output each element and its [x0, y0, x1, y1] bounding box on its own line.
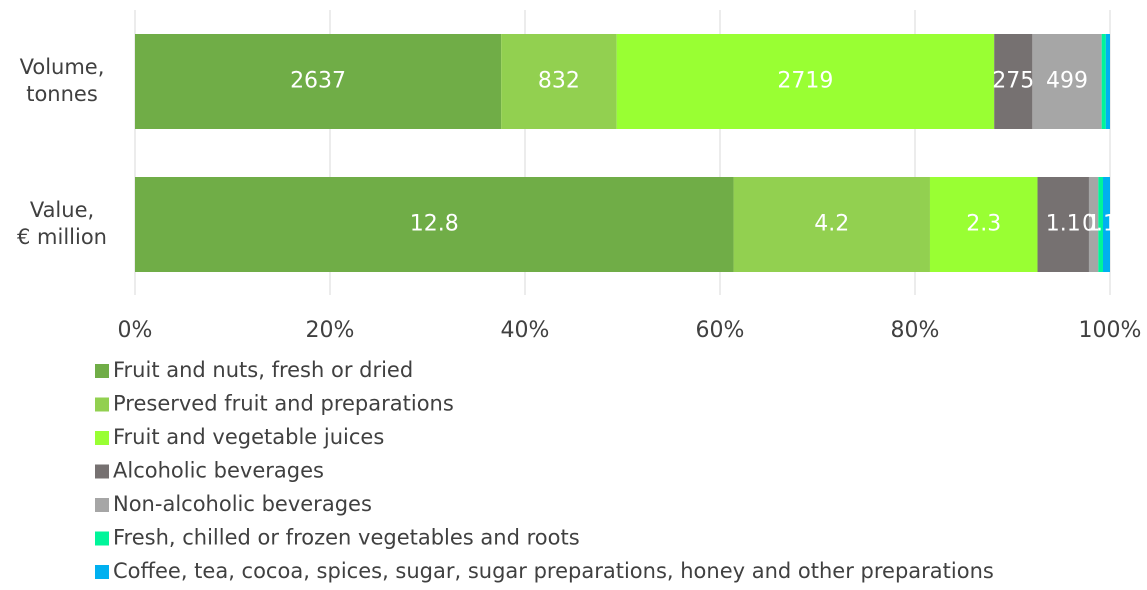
bar-segment [1101, 34, 1106, 129]
legend-swatch [95, 364, 109, 378]
legend-label: Non-alcoholic beverages [113, 492, 372, 516]
x-tick-label: 100% [1079, 318, 1142, 343]
x-tick-label: 40% [501, 318, 550, 343]
legend-swatch [95, 464, 109, 479]
legend-label: Fresh, chilled or frozen vegetables and … [113, 526, 580, 550]
data-label: 2719 [777, 69, 833, 94]
x-tick-label: 80% [891, 318, 940, 343]
legend-swatch [95, 498, 109, 512]
data-label: 12.8 [410, 212, 459, 237]
bar-segment [1105, 34, 1110, 129]
legend-label: Fruit and nuts, fresh or dried [113, 358, 413, 382]
data-label: 4.2 [814, 212, 849, 237]
bar-segment [929, 177, 1038, 272]
data-label: 2637 [290, 69, 346, 94]
data-label: 0.15 [1082, 212, 1131, 237]
x-tick-label: 20% [306, 318, 355, 343]
legend-label: Alcoholic beverages [113, 459, 324, 483]
x-tick-label: 60% [696, 318, 745, 343]
data-label: 499 [1046, 69, 1088, 94]
y-tick-label: Value, € million [17, 198, 107, 249]
y-tick-label: Volume, tonnes [20, 55, 105, 106]
data-label: 2.3 [966, 212, 1001, 237]
bar-segment [135, 177, 734, 272]
bar-segment [1088, 177, 1099, 272]
legend-label: Fruit and vegetable juices [113, 425, 384, 449]
bar-segment [1032, 34, 1102, 129]
bar-segment [1098, 177, 1103, 272]
bar-segment [1037, 177, 1089, 272]
legend-label: Coffee, tea, cocoa, spices, sugar, sugar… [113, 559, 994, 583]
legend-swatch [95, 431, 109, 445]
bar-segment [994, 34, 1033, 129]
legend-swatch [95, 565, 109, 579]
bar-segment [501, 34, 617, 129]
bar-segment [1102, 177, 1110, 272]
legend-label: Preserved fruit and preparations [113, 392, 454, 416]
bar-segment [616, 34, 995, 129]
bar-segment [135, 34, 502, 129]
legend-swatch [95, 397, 109, 412]
bar-segment [733, 177, 930, 272]
legend-swatch [95, 531, 109, 546]
x-tick-label: 0% [118, 318, 153, 343]
data-label: 1.1 [1046, 212, 1081, 237]
data-label: 275 [992, 69, 1034, 94]
data-label: 1 [1087, 212, 1101, 237]
data-label: 832 [538, 69, 580, 94]
